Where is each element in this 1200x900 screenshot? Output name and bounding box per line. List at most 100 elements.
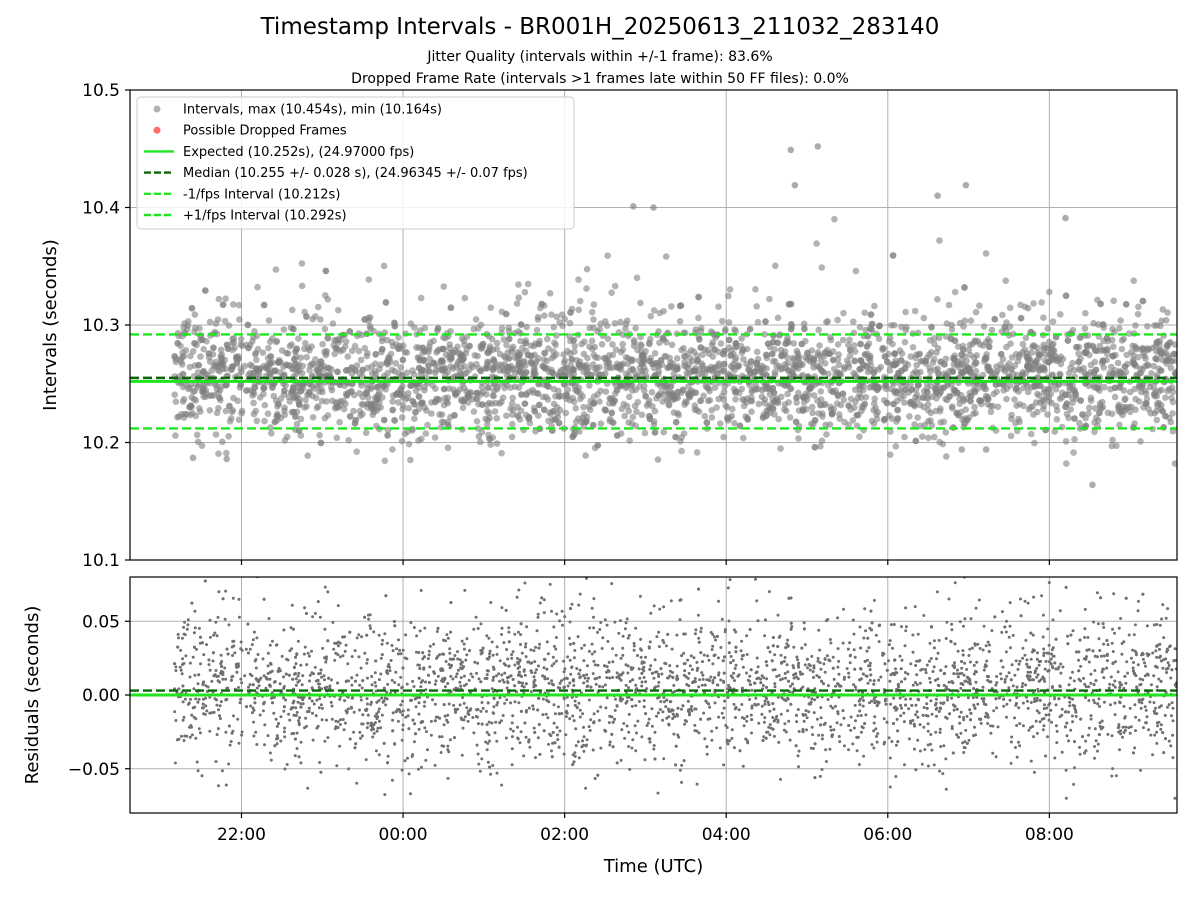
interval-point [792,361,799,368]
residual-point [511,714,515,718]
interval-point [967,369,974,376]
interval-point [206,358,214,365]
interval-point [988,326,996,334]
residual-point [308,673,312,677]
residual-point [872,721,876,725]
interval-point [940,418,948,426]
residual-point [986,640,990,644]
interval-point [914,414,921,421]
interval-point [666,363,674,370]
residual-point [916,738,920,742]
interval-point [772,262,779,270]
residual-point [843,675,846,679]
interval-point [356,390,363,397]
interval-point [433,349,440,356]
residual-point [784,730,788,734]
interval-point [490,392,497,400]
interval-point [430,359,438,367]
interval-point [659,334,667,342]
residual-point [469,672,473,676]
interval-point [898,350,906,357]
interval-point [398,437,406,445]
interval-point [544,335,551,343]
interval-point [1062,438,1070,445]
interval-point [549,369,556,377]
interval-point [775,415,782,423]
interval-point [1062,403,1069,411]
residual-point [536,612,540,616]
interval-point [302,396,309,404]
interval-point [1108,336,1116,344]
interval-point [216,394,223,402]
interval-point [931,340,938,348]
interval-point [637,341,644,348]
interval-point [811,417,819,424]
interval-point [230,301,237,308]
interval-point [237,381,245,388]
interval-point [913,391,921,399]
interval-point [816,342,823,349]
residual-point [1110,774,1114,778]
interval-point [748,397,755,405]
interval-point [850,342,858,349]
interval-point [199,388,206,396]
residual-point [391,711,395,715]
residual-point [1042,654,1046,657]
interval-point [815,410,822,417]
residual-point [527,706,531,710]
interval-point [432,398,439,406]
interval-point [651,350,659,357]
interval-point [758,393,766,401]
interval-point [521,400,529,408]
interval-point [1079,411,1086,418]
residual-point [1089,681,1093,685]
interval-point [324,412,332,419]
residual-point [1033,697,1037,701]
interval-point [316,431,323,439]
residual-point [495,645,499,649]
residual-point [1067,739,1071,743]
residual-point [440,735,444,739]
interval-point [451,412,458,419]
interval-point [671,395,678,402]
residual-point [542,598,546,602]
residual-point [255,686,259,690]
residual-point [820,551,823,554]
interval-point [1057,371,1064,379]
interval-point [1042,351,1050,358]
interval-point [901,338,909,346]
interval-point [597,387,604,395]
interval-point [678,447,685,455]
interval-point [935,370,942,377]
interval-point [1008,354,1016,361]
interval-point [222,407,230,415]
interval-point [1109,352,1117,360]
interval-point [216,367,223,375]
interval-point [498,324,506,332]
interval-point [395,399,402,406]
interval-point [1108,410,1116,418]
interval-point [540,406,548,414]
interval-point [1082,349,1090,357]
interval-point [1167,364,1175,372]
interval-point [638,411,646,419]
interval-point [1162,316,1170,324]
residual-point [355,636,359,640]
interval-point [932,389,940,397]
interval-point [1091,419,1098,426]
interval-point [348,388,355,396]
interval-point [699,351,706,359]
interval-point [369,411,377,419]
interval-point [922,357,929,365]
interval-point [1109,370,1117,377]
interval-point [602,407,609,414]
interval-point [1092,366,1100,374]
interval-point [1076,419,1083,427]
interval-point [1116,421,1123,429]
interval-point [790,340,798,347]
residual-point [373,721,377,725]
interval-point [757,368,765,375]
interval-point [264,365,271,373]
residual-point [796,658,800,662]
residual-point [593,663,597,667]
